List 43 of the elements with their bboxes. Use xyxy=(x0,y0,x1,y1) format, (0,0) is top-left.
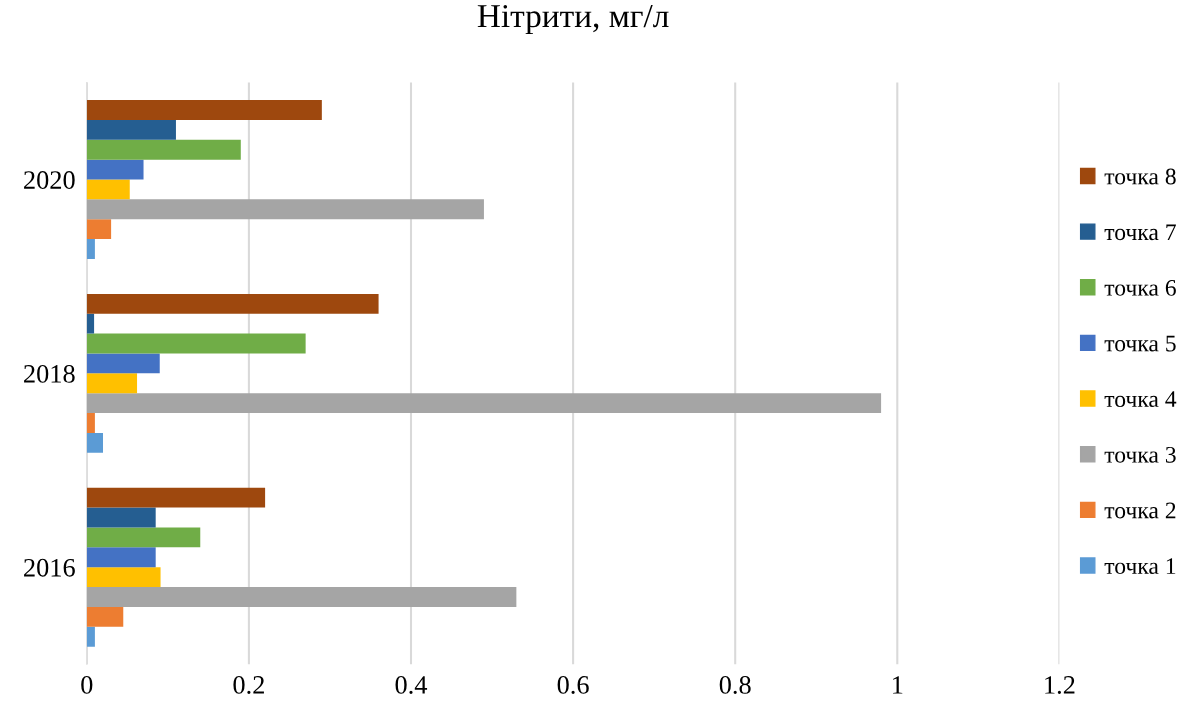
legend-label: точка 5 xyxy=(1104,335,1176,352)
chart-title: Нітрити, мг/л xyxy=(477,4,669,35)
bar xyxy=(86,432,104,453)
bar xyxy=(86,413,95,433)
bar xyxy=(86,100,322,120)
legend-label: точка 4 xyxy=(1104,391,1177,408)
bar xyxy=(86,393,882,414)
bar xyxy=(86,119,176,140)
bar xyxy=(86,139,241,160)
bar xyxy=(86,239,95,259)
x-tick-label: 0.2 xyxy=(233,676,264,694)
x-tick-label: 0.6 xyxy=(557,676,589,694)
bar xyxy=(86,219,112,240)
bar xyxy=(86,567,161,588)
x-tick-label: 1 xyxy=(893,676,903,694)
bar xyxy=(86,587,517,607)
x-tick-label: 1.2 xyxy=(1045,676,1075,694)
x-tick-label: 0.8 xyxy=(719,676,751,694)
bar xyxy=(86,199,484,220)
legend-label: точка 7 xyxy=(1104,224,1176,241)
bar xyxy=(86,487,266,508)
legend-label: точка 1 xyxy=(1104,558,1176,575)
x-tick-label: 0 xyxy=(81,676,93,694)
y-tick-label: 2020 xyxy=(24,171,75,189)
bar xyxy=(86,159,144,180)
bar xyxy=(86,353,160,374)
legend-label: точка 2 xyxy=(1104,502,1176,519)
bar xyxy=(86,293,379,314)
bar xyxy=(86,547,156,568)
bar xyxy=(86,527,201,548)
legend-label: точка 6 xyxy=(1104,279,1176,296)
x-tick-label: 0.4 xyxy=(395,676,428,694)
y-tick-label: 2016 xyxy=(24,558,75,577)
bar xyxy=(86,333,306,354)
bar xyxy=(86,373,138,394)
bar xyxy=(86,313,95,334)
bar xyxy=(86,606,124,627)
bar xyxy=(86,626,95,647)
bar xyxy=(86,179,130,200)
legend-label: точка 3 xyxy=(1104,446,1176,463)
legend-label: точка 8 xyxy=(1104,168,1176,185)
bar xyxy=(86,507,156,528)
y-tick-label: 2018 xyxy=(24,364,75,383)
